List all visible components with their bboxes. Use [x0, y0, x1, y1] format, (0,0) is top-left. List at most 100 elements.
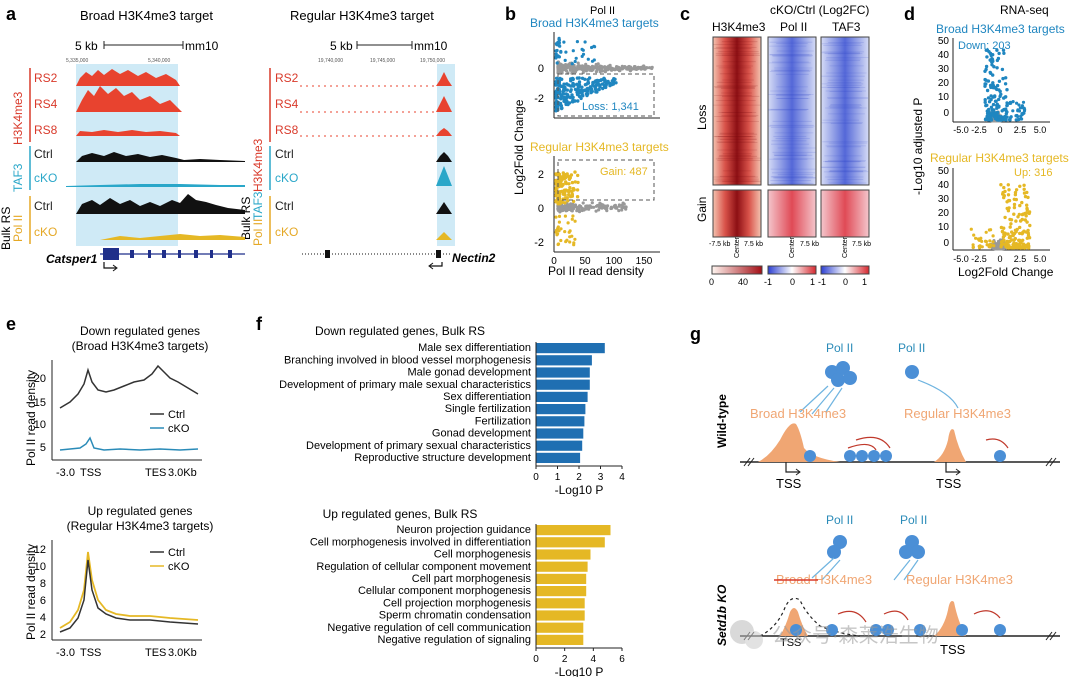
f-xtick: 0 [533, 654, 539, 665]
f-bar-label: Branching involved in blood vessel morph… [284, 354, 532, 366]
a-track-rs4-r: RS4 [275, 97, 299, 111]
b-point [625, 67, 629, 71]
b-point [602, 76, 606, 81]
d-point [996, 56, 1001, 61]
f-bar-label: Cell morphogenesis involved in different… [310, 536, 531, 548]
d-point [1002, 238, 1006, 242]
b-point [576, 180, 580, 185]
b-point [563, 201, 567, 205]
b-point [571, 49, 575, 53]
d-point [1001, 190, 1005, 195]
b-point [581, 70, 585, 75]
b-point [567, 207, 571, 211]
d-point [1007, 188, 1011, 192]
d-ytick-top: 10 [938, 92, 950, 103]
c-heatmap-h3k4me3-loss [712, 36, 762, 186]
b-point [565, 63, 569, 68]
d-xtick-top: 2.5 [1014, 125, 1027, 135]
b-point [614, 206, 618, 210]
f-bar [536, 634, 584, 645]
f-xtick: 3 [598, 472, 604, 483]
b-point [577, 91, 581, 95]
b-xtick-3: 150 [636, 256, 653, 267]
b-point [566, 203, 570, 207]
f-xtick: 1 [555, 472, 561, 483]
c-heatmap-h3k4me3-gain [712, 189, 762, 238]
d-point [989, 228, 993, 232]
b-point [598, 201, 602, 205]
b-point [568, 186, 572, 190]
d-ytick-bottom: 50 [938, 166, 950, 177]
f-bar [536, 367, 590, 378]
f-bar-label: Negative regulation of signaling [378, 634, 532, 646]
e-bottom-title2: (Regular H3K4me3 targets) [67, 519, 214, 533]
a-track-rs2-r: RS2 [275, 71, 299, 85]
d-point [985, 55, 989, 59]
d-point [1005, 103, 1009, 107]
d-point [1007, 198, 1012, 203]
b-point [559, 94, 564, 98]
b-point [558, 201, 563, 205]
e-xtick-bottom-3: 3.0Kb [168, 647, 197, 659]
f-bar-label: Single fertilization [445, 403, 531, 415]
b-point [554, 200, 558, 204]
b-gain: Gain: 487 [600, 166, 648, 178]
a-coord-right-3: 19,750,000 [420, 58, 445, 64]
b-point [615, 65, 619, 69]
e-ytick-bottom-4: 4 [40, 612, 46, 624]
b-point [565, 100, 569, 104]
b-point [575, 195, 580, 199]
a-gene-right: Nectin2 [302, 250, 496, 270]
e-xtick-top-3: 3.0Kb [168, 467, 197, 479]
b-point [554, 215, 558, 219]
e-ytick-top-1: 15 [34, 397, 46, 409]
b-point [568, 67, 572, 71]
b-point [554, 194, 558, 198]
d-point [1017, 238, 1022, 242]
d-point [989, 118, 994, 122]
d-point [983, 84, 987, 88]
f-bar [536, 586, 587, 597]
c-row-loss: Loss [695, 105, 709, 130]
b-point [627, 64, 631, 69]
d-point [1014, 188, 1019, 192]
b-point [564, 180, 568, 184]
b-point [556, 242, 561, 246]
panel-label-g: g [690, 324, 701, 344]
b-point [566, 189, 571, 193]
d-point [1002, 51, 1006, 55]
b-point [595, 78, 599, 83]
d-point [983, 98, 987, 102]
d-top-label: Broad H3K4me3 targets [936, 22, 1065, 36]
b-point [562, 99, 566, 103]
a-track-pol2-cko: cKO [34, 225, 57, 239]
d-point [1002, 195, 1006, 200]
b-point [570, 204, 575, 208]
b-point [586, 57, 590, 61]
d-point [995, 48, 999, 52]
c-heatmap-pol2-gain [767, 189, 817, 238]
d-xtick-top: 0 [997, 125, 1002, 135]
e-xtick-top-1: TSS [80, 467, 101, 479]
d-point [1015, 101, 1019, 105]
g-broad-ko: Broad H3K4me3 [776, 572, 872, 587]
b-point [581, 201, 585, 205]
b-ylabel: Log2Fold Change [512, 99, 526, 195]
g-tss-ko-1: TSS [780, 637, 801, 649]
d-point [1011, 243, 1015, 247]
b-xtick-1: 50 [579, 256, 591, 267]
f-bar-label: Cell projection morphogenesis [383, 597, 531, 609]
b-point [573, 219, 577, 223]
f-xtick: 0 [533, 472, 539, 483]
b-point [586, 206, 590, 210]
b-point [557, 194, 562, 199]
b-point [575, 40, 580, 44]
d-point [1012, 202, 1017, 207]
f-top-title: Down regulated genes, Bulk RS [315, 324, 485, 338]
d-point [1010, 230, 1014, 234]
g-tss-ko-2: TSS [940, 642, 966, 657]
b-top-points [554, 36, 654, 113]
b-point [573, 237, 577, 241]
b-point [576, 85, 580, 89]
